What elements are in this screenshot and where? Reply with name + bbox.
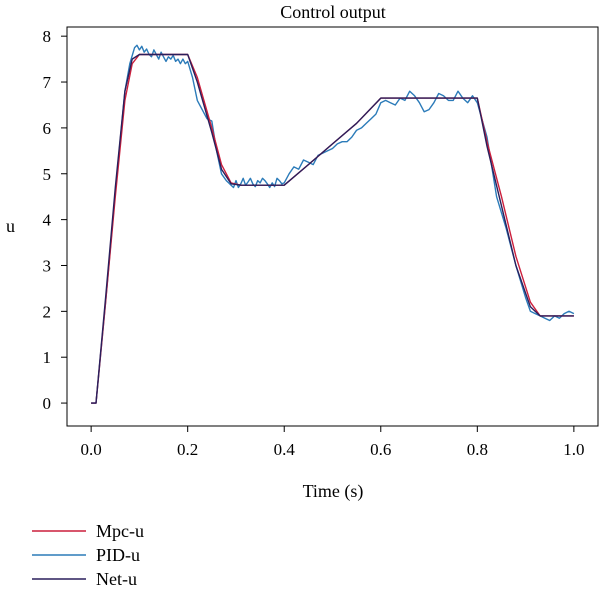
legend: Mpc-u PID-u Net-u <box>32 521 144 589</box>
legend-label-mpc-u: Mpc-u <box>96 521 144 541</box>
series-line-pid-u <box>91 44 575 404</box>
chart-title: Control output <box>280 2 386 22</box>
x-tick-label: 1.0 <box>563 440 584 459</box>
x-axis: 0.0 0.2 0.4 0.6 0.8 1.0 <box>81 426 584 459</box>
x-tick-label: 0.6 <box>370 440 391 459</box>
x-tick-label: 0.8 <box>467 440 488 459</box>
y-axis: 0 1 2 3 4 5 6 7 8 <box>43 27 67 413</box>
y-tick-label: 4 <box>43 211 52 230</box>
x-axis-label: Time (s) <box>303 481 364 502</box>
y-tick-label: 1 <box>43 348 52 367</box>
plot-frame <box>66 26 599 427</box>
y-axis-label: u <box>6 216 15 236</box>
y-tick-label: 0 <box>43 394 52 413</box>
y-tick-label: 7 <box>43 73 52 92</box>
y-tick-label: 5 <box>43 165 52 184</box>
series-line-mpc-u <box>91 53 574 404</box>
y-tick-label: 8 <box>43 27 52 46</box>
series-line-net-u <box>91 53 574 404</box>
y-tick-label: 6 <box>43 119 52 138</box>
legend-label-pid-u: PID-u <box>96 545 140 565</box>
y-tick-label: 3 <box>43 256 52 275</box>
x-tick-label: 0.4 <box>274 440 296 459</box>
x-tick-label: 0.0 <box>81 440 102 459</box>
y-tick-label: 2 <box>43 302 52 321</box>
legend-label-net-u: Net-u <box>96 569 137 589</box>
x-tick-label: 0.2 <box>177 440 198 459</box>
series-layer <box>91 44 575 404</box>
